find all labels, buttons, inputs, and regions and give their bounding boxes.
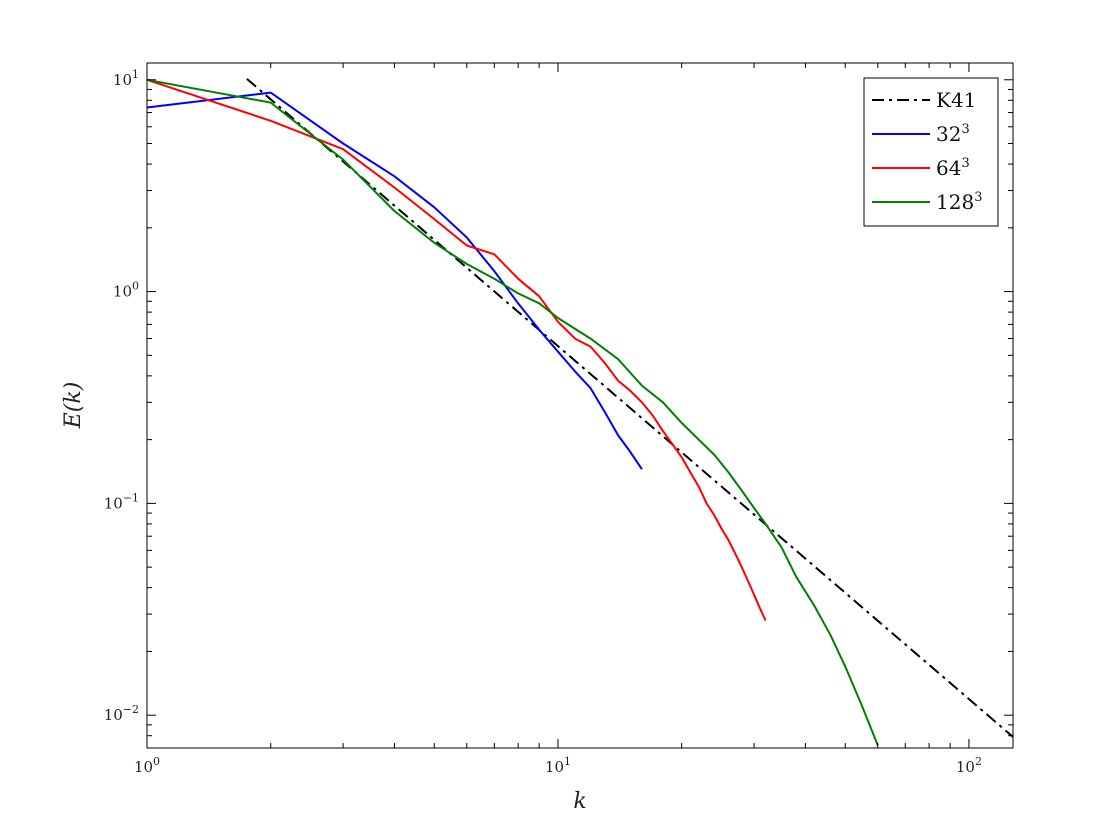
x-tick-label-0: 100	[134, 755, 160, 776]
ticks-layer: 100 101 102 10−2 10−1 100 101	[104, 63, 1013, 776]
legend-label-3: 1283	[936, 190, 982, 214]
series-line-0	[246, 78, 1014, 738]
plot-frame	[146, 62, 1014, 749]
series-line-2	[146, 78, 767, 621]
series-line-3	[146, 78, 879, 746]
x-axis-label: k	[573, 789, 586, 814]
y-tick-label-3: 101	[113, 68, 139, 89]
y-tick-label-2: 100	[113, 280, 139, 301]
legend-label-0: K41	[936, 88, 976, 112]
y-axis-label: E(k)	[61, 382, 86, 430]
x-tick-label-1: 101	[545, 755, 571, 776]
series-layer	[146, 78, 1014, 746]
series-line-1	[146, 91, 643, 470]
x-tick-label-2: 102	[956, 755, 982, 776]
y-tick-label-1: 10−1	[104, 491, 139, 512]
y-tick-label-0: 10−2	[104, 703, 139, 724]
legend-label-2: 643	[936, 156, 970, 180]
legend-label-1: 323	[936, 122, 970, 146]
legend: K41 323 643 1283	[863, 77, 999, 227]
